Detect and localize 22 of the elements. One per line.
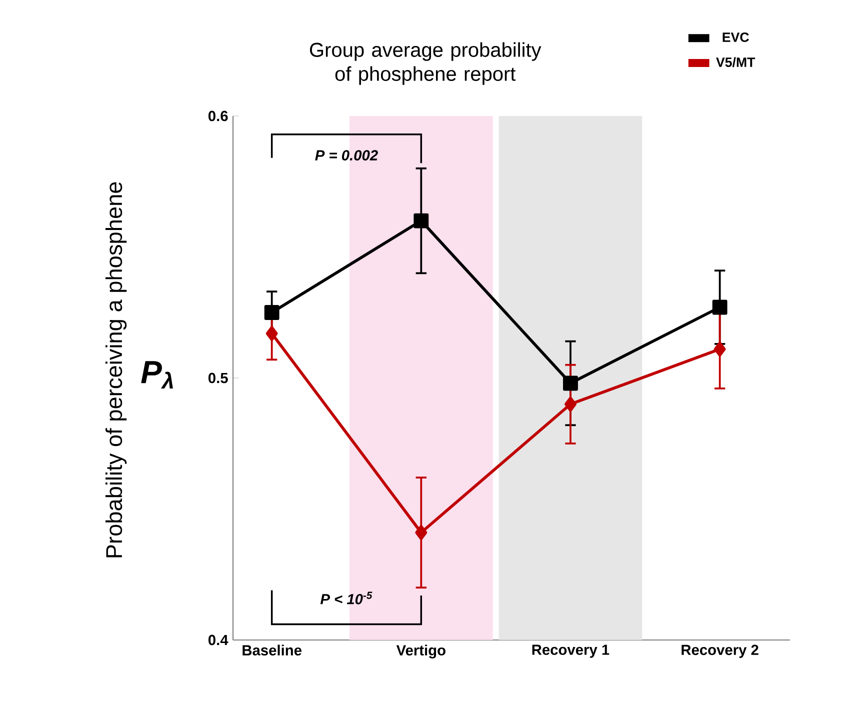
annotation: P = 0.002 xyxy=(315,150,378,160)
y-tick-label: 0.5 xyxy=(208,372,228,384)
point xyxy=(714,342,726,357)
text: P$_{λ}$ xyxy=(141,361,173,389)
x-tick-label: Baseline xyxy=(242,644,302,656)
point xyxy=(564,396,576,412)
legend-label: EVC xyxy=(722,32,749,42)
y-tick-label: 0.6 xyxy=(208,110,228,122)
y-axis-title: Probability of perceiving a phosphene xyxy=(105,182,127,558)
point xyxy=(414,213,429,228)
point xyxy=(415,525,428,540)
x-tick-label: Recovery 1 xyxy=(532,644,610,658)
point xyxy=(712,300,728,315)
y-tick-label: 0.4 xyxy=(208,634,228,646)
point xyxy=(563,376,578,391)
chart-title: Group average probability of phosphene report xyxy=(310,42,542,85)
x-tick-label: Recovery 2 xyxy=(682,644,758,658)
annotation: P < 10$^{-5}$ xyxy=(320,592,372,604)
point xyxy=(266,326,278,341)
x-tick-label: Vertigo xyxy=(396,644,446,658)
legend-label: V5/MT xyxy=(716,57,756,68)
point xyxy=(264,305,280,320)
